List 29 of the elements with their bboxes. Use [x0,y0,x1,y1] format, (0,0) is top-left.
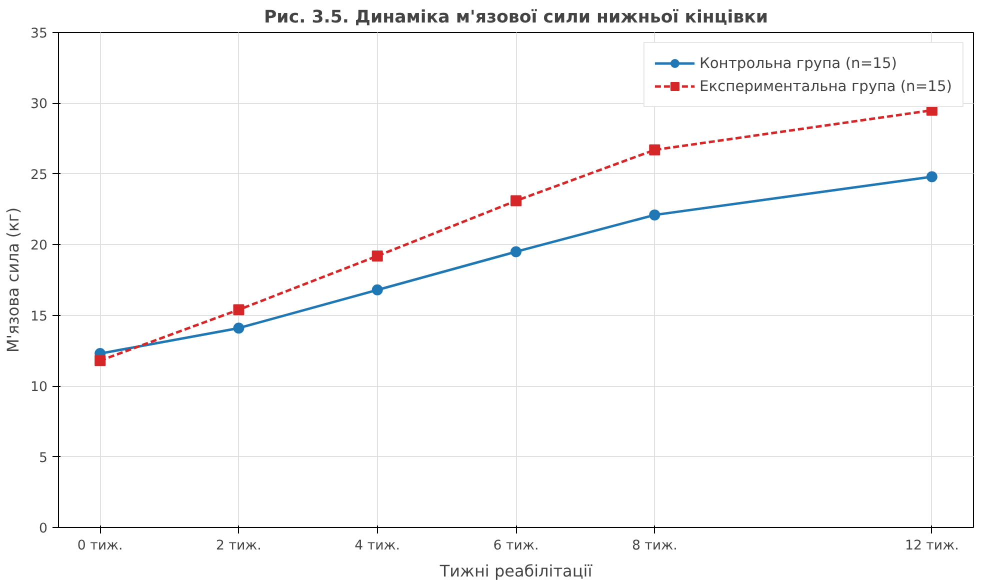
x-tick-label: 2 тиж. [216,538,262,554]
point [649,144,660,156]
legend-label: Експериментальна група (n=15) [699,78,952,94]
y-tick-label: 30 [30,97,48,112]
y-tick-label: 10 [30,380,48,396]
y-tick-label: 5 [39,450,48,466]
point [649,209,660,220]
point [510,246,522,258]
legend-label: Контрольна група (n=15) [699,54,897,72]
y-tick-label: 15 [30,309,48,324]
y-tick-label: 35 [30,26,48,42]
point [926,171,938,182]
x-tick-label: 0 тиж. [77,538,123,554]
y-tick-label: 25 [30,168,48,183]
point [94,355,106,366]
point [372,250,383,262]
x-axis-title: Тижні реабілітації [438,562,593,580]
x-tick-label: 8 тиж. [632,538,678,554]
y-axis-title: М'язова сила (кг) [4,207,23,353]
point [510,195,522,206]
y-tick-label: 20 [30,238,48,254]
x-tick-label: 12 тиж. [904,538,959,554]
point [233,322,244,334]
x-tick-label: 6 тиж. [493,538,539,554]
point [372,284,383,296]
chart-title: Рис. 3.5. Динаміка м'язової сили нижньої кінцівки [264,8,768,28]
y-tick-label: 0 [39,522,48,536]
point [233,304,244,316]
x-tick-label: 4 тиж. [354,538,400,554]
